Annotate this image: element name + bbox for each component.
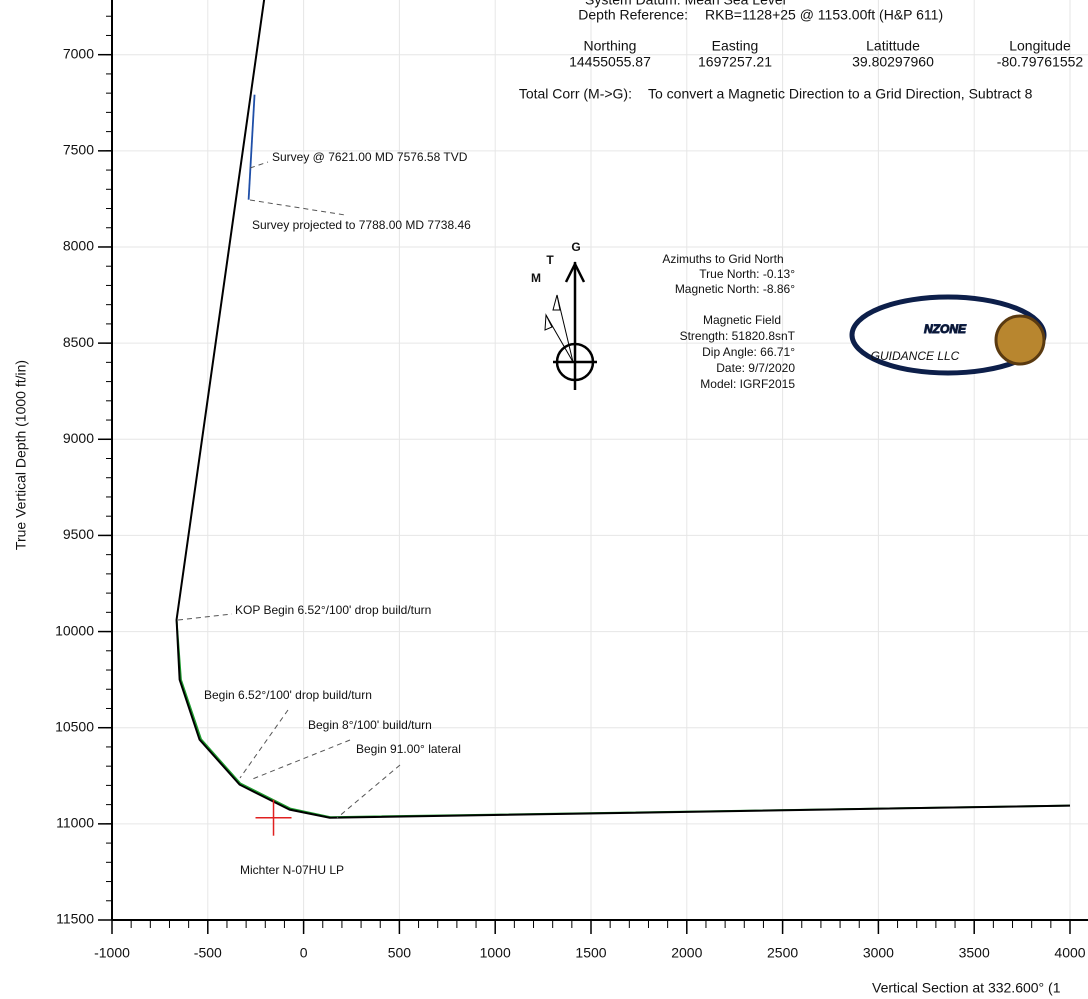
true-north-arrow: [552, 294, 561, 311]
true-north-label: T: [546, 253, 554, 267]
y-tick-label: 8500: [63, 334, 94, 350]
total-corr: To convert a Magnetic Direction to a Gri…: [648, 86, 1033, 102]
azimuth-line: Azimuths to Grid North: [662, 252, 783, 266]
column-name: Latittude: [866, 38, 920, 54]
x-tick-label: -1000: [94, 945, 130, 961]
leader-line: [239, 709, 289, 779]
annotation: Begin 91.00° lateral: [356, 742, 461, 756]
total-corr-label: Total Corr (M->G):: [519, 86, 632, 102]
annotation: KOP Begin 6.52°/100' drop build/turn: [235, 603, 431, 617]
magnetic-line: Magnetic Field: [703, 313, 781, 327]
depth-ref: RKB=1128+25 @ 1153.00ft (H&P 611): [705, 7, 943, 23]
y-tick-label: 7500: [63, 142, 94, 158]
well-path: [247, 94, 256, 200]
column-name: Longitude: [1009, 38, 1071, 54]
column-value: 1697257.21: [698, 54, 772, 70]
y-tick-label: 11500: [56, 911, 94, 927]
y-tick-label: 9000: [63, 430, 94, 446]
x-tick-label: -500: [194, 945, 222, 961]
x-tick-label: 1000: [480, 945, 511, 961]
logo-text: NZONE: [924, 322, 967, 336]
x-tick-label: 500: [388, 945, 412, 961]
annotation: Survey @ 7621.00 MD 7576.58 TVD: [272, 150, 468, 164]
annotation: Begin 6.52°/100' drop build/turn: [204, 688, 372, 702]
x-tick-label: 3000: [863, 945, 894, 961]
magnetic-line: Date: 9/7/2020: [716, 361, 795, 375]
x-tick-label: 4000: [1054, 945, 1085, 961]
annotation: Begin 8°/100' build/turn: [308, 718, 432, 732]
column-name: Easting: [712, 38, 759, 54]
x-tick-label: 2500: [767, 945, 798, 961]
magnetic-line: Strength: 51820.8snT: [680, 329, 796, 343]
y-tick-label: 7000: [63, 45, 94, 61]
annotation: Survey projected to 7788.00 MD 7738.46: [252, 218, 471, 232]
leader-line: [249, 199, 346, 216]
azimuth-line: True North: -0.13°: [699, 267, 795, 281]
column-name: Northing: [584, 38, 637, 54]
y-tick-label: 11000: [56, 815, 94, 831]
y-tick-label: 9500: [63, 526, 94, 542]
target-label: Michter N-07HU LP: [240, 863, 344, 877]
grid-north: G: [571, 240, 580, 254]
x-tick-label: 1500: [575, 945, 606, 961]
leader-line: [336, 764, 401, 819]
x-tick-label: 0: [300, 945, 308, 961]
mag-north-label: M: [531, 271, 541, 285]
mag-north-arrow: [544, 313, 553, 331]
x-tick-label: 2000: [671, 945, 702, 961]
azimuth-line: Magnetic North: -8.86°: [675, 282, 795, 296]
compass-arrow: [564, 261, 586, 283]
logo-bit: [994, 314, 1046, 366]
leader-line: [249, 161, 269, 169]
well-path: [175, 0, 1071, 819]
column-value: 39.80297960: [852, 54, 934, 70]
y-tick-label: 8000: [63, 238, 94, 254]
magnetic-line: Model: IGRF2015: [700, 377, 795, 391]
leader-line: [177, 613, 233, 621]
column-value: -80.79761552: [997, 54, 1084, 70]
y-axis-label: True Vertical Depth (1000 ft/in): [13, 360, 29, 550]
datum: System Datum: Mean Sea Level: [585, 0, 786, 8]
column-value: 14455055.87: [569, 54, 651, 70]
x-axis-label: Vertical Section at 332.600° (1: [872, 980, 1061, 996]
y-tick-label: 10500: [55, 718, 94, 734]
depth-ref-label: Depth Reference:: [578, 7, 688, 23]
magnetic-line: Dip Angle: 66.71°: [702, 345, 795, 359]
logo-sub: GUIDANCE LLC: [871, 349, 960, 363]
x-tick-label: 3500: [959, 945, 990, 961]
mag-north: [545, 314, 574, 363]
y-tick-label: 10000: [55, 622, 94, 638]
